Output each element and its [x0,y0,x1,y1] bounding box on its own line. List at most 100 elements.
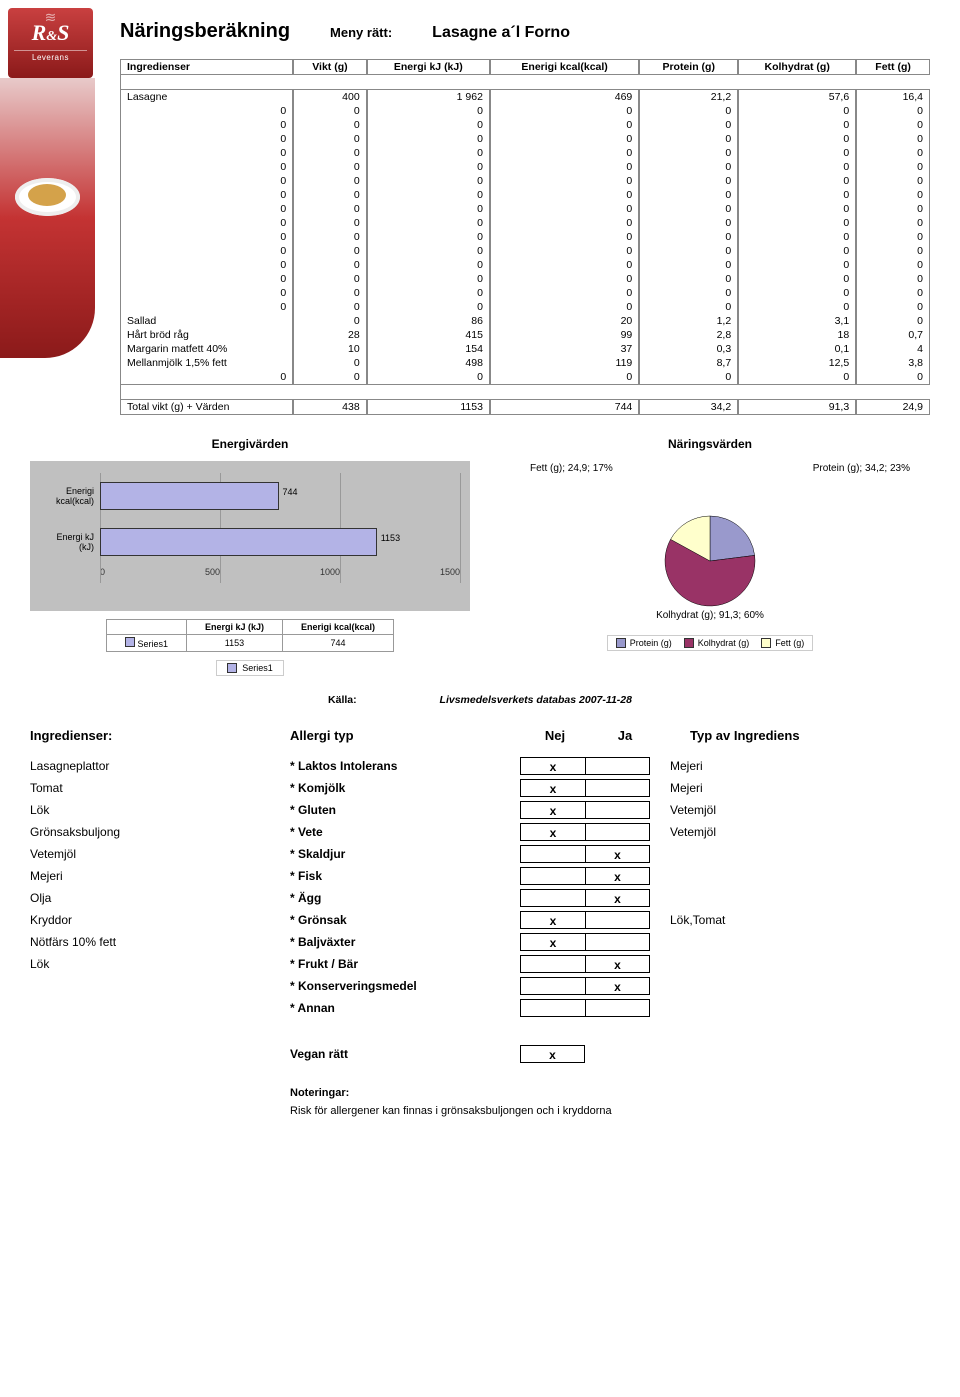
cell-name: 0 [120,118,293,132]
allergy-name: * Gluten [290,803,520,817]
cell-value: 0,1 [738,342,856,356]
pie-chart-area: Fett (g); 24,9; 17% Protein (g); 34,2; 2… [490,461,930,671]
allergy-type: Lök,Tomat [650,913,930,927]
total-value: 438 [293,399,366,415]
allergy-type: Vetemjöl [650,825,930,839]
cell-value: 0 [490,104,639,118]
bar-legend-h2: Enerigi kcal(kcal) [283,620,394,635]
cell-name: 0 [120,132,293,146]
energy-chart-title: Energivärden [30,437,470,451]
cell-value: 0 [490,160,639,174]
cell-value: 0 [639,286,738,300]
notes-text: Risk för allergener kan finnas i grönsak… [290,1105,930,1117]
nutrition-table: IngredienserVikt (g)Energi kJ (kJ)Enerig… [120,59,930,415]
table-row: 0000000 [120,174,930,188]
cell-value: 0 [738,160,856,174]
logo-text: R&S [8,22,93,48]
cell-value: 0 [367,146,490,160]
cell-value: 0 [738,230,856,244]
allergy-name: * Konserveringsmedel [290,979,520,993]
table-row: Lasagne4001 96246921,257,616,4 [120,89,930,104]
table-col-5: Kolhydrat (g) [738,59,856,75]
cell-value: 0 [490,272,639,286]
cell-value: 0 [367,174,490,188]
pie-slice [710,516,755,561]
source-text: Livsmedelsverkets databas 2007-11-28 [440,694,632,706]
ingredient-name: Lasagneplattor [30,759,290,773]
bar-legend-table: Energi kJ (kJ) Enerigi kcal(kcal) Series… [106,619,394,652]
allergy-no-cell [520,977,585,995]
pie-legend-label: Kolhydrat (g) [698,638,750,648]
cell-name: 0 [120,300,293,314]
cell-value: 0 [490,202,639,216]
cell-value: 0 [367,370,490,385]
allergy-name: * Skaldjur [290,847,520,861]
bar-chart-area: Enerigi kcal(kcal)744Energi kJ (kJ)11530… [30,461,470,611]
cell-value: 3,1 [738,314,856,328]
allergy-row: * Konserveringsmedelx [30,975,930,997]
allergy-name: * Grönsak [290,913,520,927]
cell-value: 0 [367,230,490,244]
allergy-row: Lök* Frukt / Bärx [30,953,930,975]
table-row: Margarin matfett 40%10154370,30,14 [120,342,930,356]
nutrition-chart-title: Näringsvärden [490,437,930,451]
food-icon [28,184,66,206]
table-row: 0000000 [120,118,930,132]
cell-value: 0 [367,272,490,286]
cell-value: 0 [856,160,930,174]
cell-value: 0 [856,300,930,314]
cell-value: 400 [293,89,366,104]
header: Näringsberäkning Meny rätt: Lasagne a´l … [120,20,930,53]
table-row: 0000000 [120,104,930,118]
cell-value: 0 [639,160,738,174]
bh-type: Typ av Ingrediens [660,728,930,743]
cell-value: 0 [367,132,490,146]
cell-value: 0 [490,188,639,202]
allergy-row: Kryddor* GrönsakxLök,Tomat [30,909,930,931]
logo-s: S [57,20,69,45]
energy-chart: Energivärden Enerigi kcal(kcal)744Energi… [30,437,470,676]
cell-value: 0 [639,244,738,258]
swatch-icon [761,638,771,648]
table-body: Lasagne4001 96246921,257,616,40000000000… [120,89,930,385]
cell-name: 0 [120,286,293,300]
cell-value: 0 [639,118,738,132]
cell-value: 57,6 [738,89,856,104]
cell-value: 0 [738,104,856,118]
cell-value: 0 [367,202,490,216]
bh-ingredients: Ingredienser: [30,728,290,743]
cell-value: 0 [367,286,490,300]
allergy-no-cell: x [520,779,585,797]
ingredient-name: Vetemjöl [30,847,290,861]
cell-value: 0 [639,202,738,216]
sidebar-photo [0,78,95,358]
page-title: Näringsberäkning [120,20,290,43]
cell-value: 0 [738,370,856,385]
cell-value: 0 [490,118,639,132]
allergy-yes-cell [585,779,650,797]
cell-value: 0 [490,370,639,385]
bh-yes: Ja [590,728,660,743]
cell-value: 0 [738,244,856,258]
cell-value: 0 [856,188,930,202]
allergy-no-cell [520,999,585,1017]
cell-value: 415 [367,328,490,342]
table-col-2: Energi kJ (kJ) [367,59,490,75]
pie-legend-label: Protein (g) [630,638,672,648]
pie-label-carb: Kolhydrat (g); 91,3; 60% [656,610,764,621]
total-value: 24,9 [856,399,930,415]
cell-value: 0 [293,146,366,160]
table-header-row: IngredienserVikt (g)Energi kJ (kJ)Enerig… [120,59,930,75]
allergy-name: * Baljväxter [290,935,520,949]
table-col-0: Ingredienser [120,59,293,75]
swatch-icon [616,638,626,648]
table-row: 0000000 [120,202,930,216]
allergy-row: Mejeri* Fiskx [30,865,930,887]
table-row: 0000000 [120,370,930,385]
bar-legend-series1: Series1 [216,660,284,676]
cell-value: 0 [367,188,490,202]
cell-value: 0 [293,300,366,314]
cell-value: 498 [367,356,490,370]
cell-name: 0 [120,104,293,118]
allergy-yes-cell [585,801,650,819]
